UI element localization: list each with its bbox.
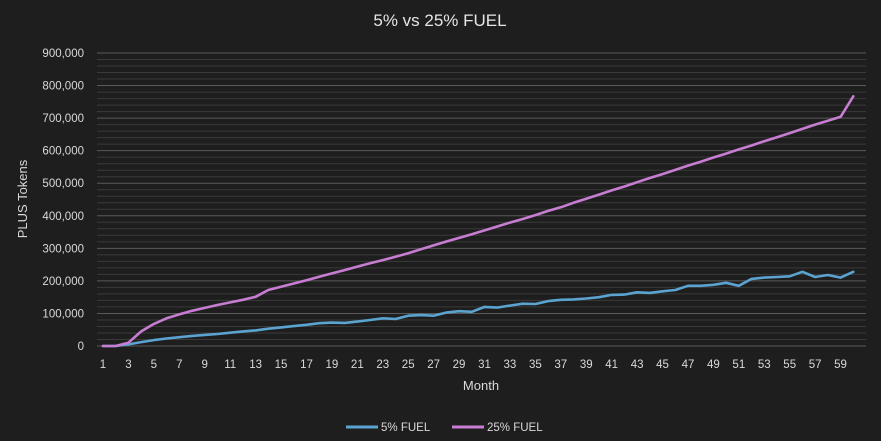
x-tick-label: 39 (580, 359, 593, 371)
chart-title: 5% vs 25% FUEL (373, 11, 506, 30)
x-axis-ticks: 1 3 5 7 9 11 13 15 17 19 21 23 25 27 29 31 33 35 37 39 41 43 4… (100, 359, 847, 371)
x-axis-label: Month (463, 378, 499, 393)
x-tick-label: 3 (125, 359, 131, 371)
x-tick-label: 47 (682, 359, 695, 371)
x-tick-label: 13 (249, 359, 262, 371)
y-axis-ticks: 0 100,000 200,000 300,000 400,000 500,000 600,… (42, 48, 84, 353)
x-tick-label: 21 (351, 359, 364, 371)
x-tick-label: 33 (504, 359, 517, 371)
y-tick-label: 200,000 (42, 276, 84, 288)
y-tick-label: 500,000 (42, 178, 84, 190)
x-tick-label: 19 (326, 359, 339, 371)
y-tick-label: 300,000 (42, 243, 84, 255)
x-tick-label: 9 (202, 359, 208, 371)
x-tick-label: 7 (176, 359, 182, 371)
x-tick-label: 37 (554, 359, 567, 371)
y-tick-label: 600,000 (42, 146, 84, 158)
y-tick-label: 700,000 (42, 113, 84, 125)
x-tick-label: 45 (656, 359, 669, 371)
x-tick-label: 53 (758, 359, 771, 371)
y-tick-label: 900,000 (42, 48, 84, 60)
y-tick-label: 100,000 (42, 308, 84, 320)
x-tick-label: 51 (732, 359, 745, 371)
x-tick-label: 11 (224, 359, 236, 371)
x-tick-label: 23 (376, 359, 389, 371)
x-tick-label: 31 (478, 359, 491, 371)
legend-label: 25% FUEL (487, 422, 543, 434)
x-tick-label: 49 (707, 359, 720, 371)
x-tick-label: 55 (783, 359, 796, 371)
y-tick-label: 800,000 (42, 81, 84, 93)
x-tick-label: 43 (631, 359, 644, 371)
x-tick-label: 29 (453, 359, 466, 371)
y-tick-label: 400,000 (42, 211, 84, 223)
x-tick-label: 17 (300, 359, 313, 371)
y-axis-label: PLUS Tokens (15, 159, 30, 238)
x-tick-label: 25 (402, 359, 415, 371)
legend: 5% FUEL 25% FUEL (346, 422, 543, 434)
gridlines (97, 52, 866, 347)
x-tick-label: 41 (605, 359, 618, 371)
legend-label: 5% FUEL (381, 422, 431, 434)
x-tick-label: 27 (427, 359, 440, 371)
x-tick-label: 35 (529, 359, 542, 371)
x-tick-label: 1 (100, 359, 106, 371)
x-tick-label: 57 (809, 359, 822, 371)
series-line-0 (101, 270, 855, 348)
series-line-1 (101, 95, 855, 348)
x-tick-label: 59 (834, 359, 847, 371)
y-tick-label: 0 (78, 341, 84, 353)
x-tick-label: 15 (275, 359, 288, 371)
series-lines (101, 95, 855, 348)
x-tick-label: 5 (151, 359, 157, 371)
